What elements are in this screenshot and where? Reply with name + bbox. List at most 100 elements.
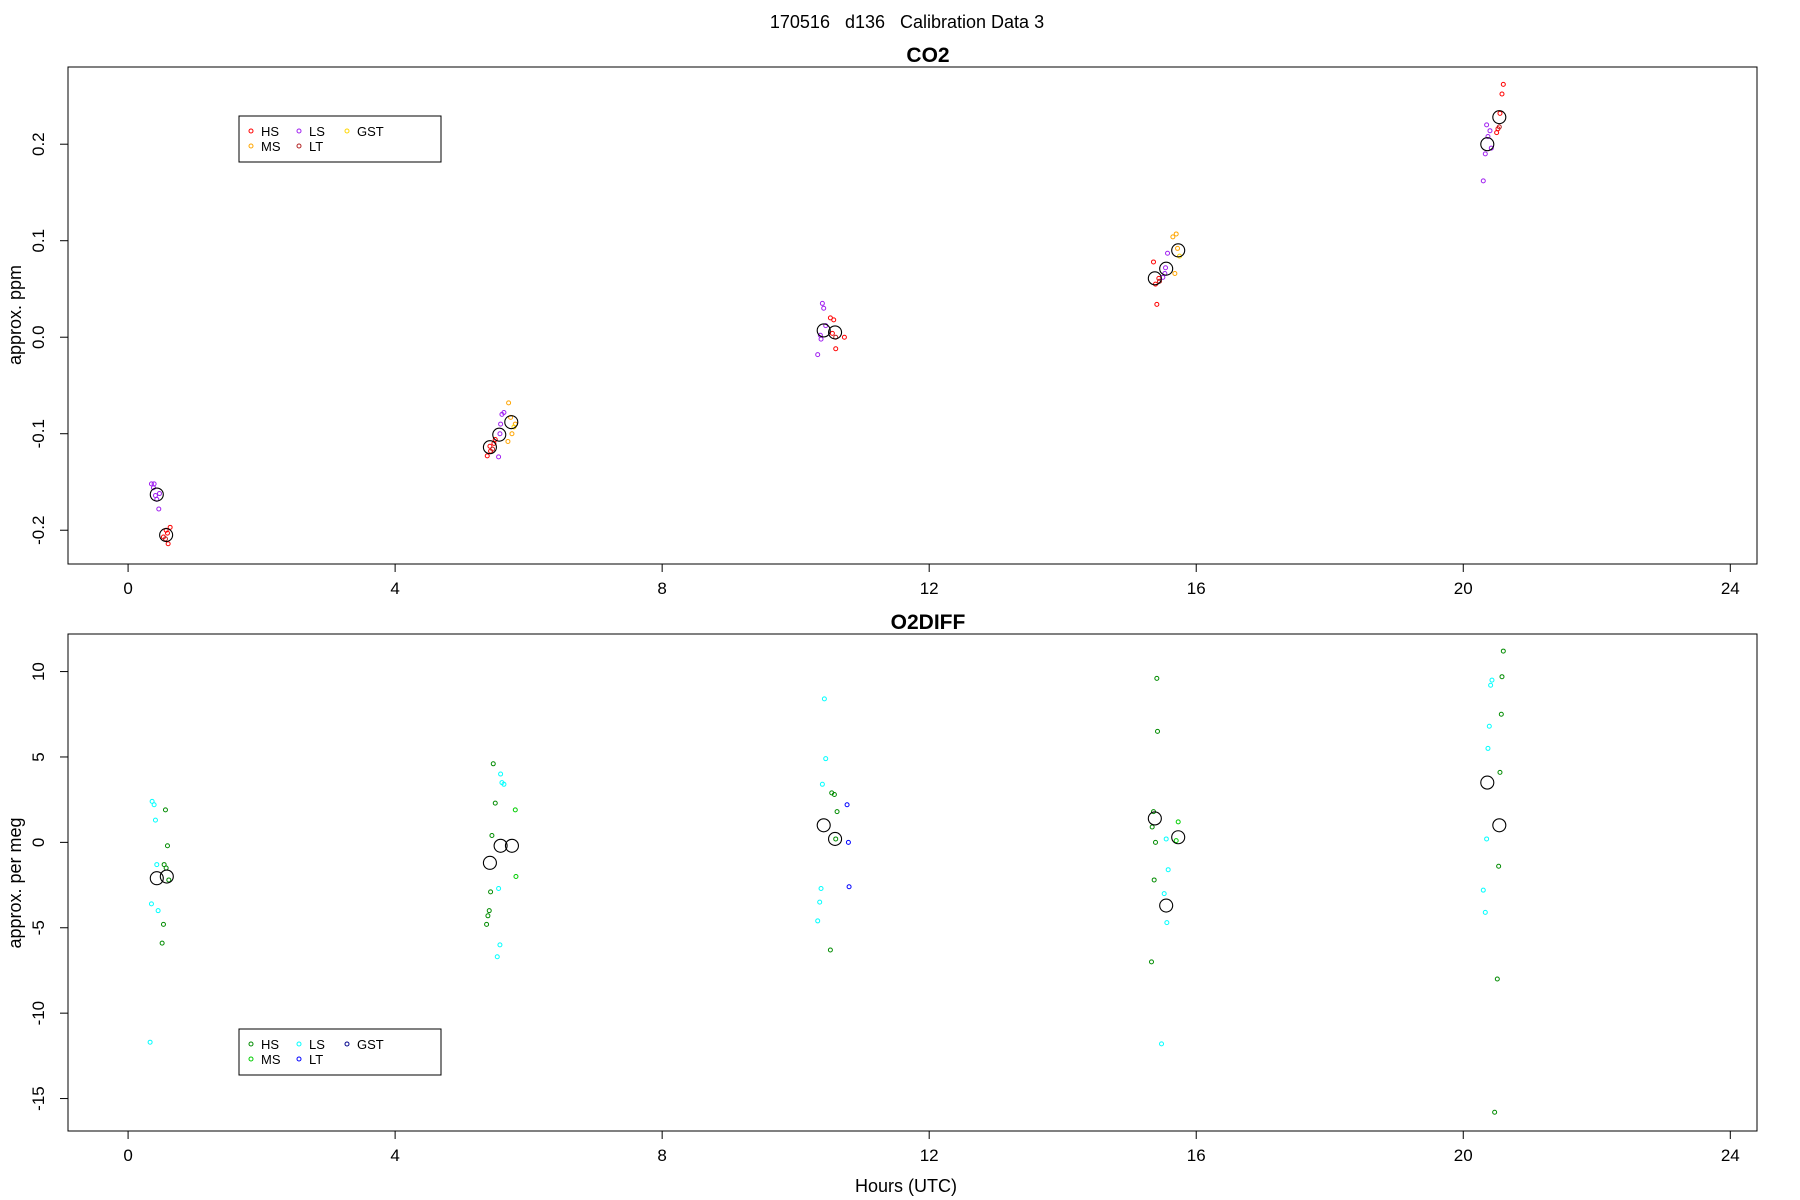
co2-point-lt (162, 536, 168, 542)
co2-y-tick-label: -0.1 (29, 419, 48, 448)
o2diff-legend-label-hs: HS (261, 1037, 279, 1052)
o2diff-legend-marker-gst (344, 1041, 350, 1047)
o2diff-point-ls (1159, 1041, 1165, 1047)
co2-mean-marker (1480, 137, 1495, 152)
co2-point-hs (484, 453, 490, 459)
o2diff-point-hs (827, 947, 833, 953)
co2-mean-marker (1147, 271, 1162, 286)
co2-point-ls (1163, 265, 1169, 271)
co2-point-ls (1485, 133, 1491, 139)
o2diff-point-ls (1489, 677, 1495, 683)
co2-legend-marker-lt (296, 143, 302, 149)
co2-point-ls (497, 431, 503, 437)
co2-y-tick-label: 0.0 (29, 325, 48, 349)
o2diff-point-hs (1497, 769, 1503, 775)
o2diff-point-ls (498, 771, 504, 777)
co2-x-tick-label: 8 (657, 579, 666, 598)
o2diff-point-hs (1500, 648, 1506, 654)
co2-point-hs (831, 317, 837, 323)
o2diff-x-tick-label: 4 (390, 1146, 399, 1165)
o2diff-point-lt (845, 839, 851, 845)
o2diff-point-ls (496, 885, 502, 891)
o2diff-points-layer (147, 648, 1507, 1115)
o2diff-point-ls (1484, 836, 1490, 842)
o2diff-y-tick-label: -10 (29, 1001, 48, 1026)
o2diff-point-hs (160, 921, 166, 927)
o2diff-point-ls (818, 885, 824, 891)
o2diff-point-ls (1480, 887, 1486, 893)
o2diff-y-tick-label: -15 (29, 1086, 48, 1111)
o2diff-point-hs (1492, 1109, 1498, 1115)
o2diff-point-ls (1486, 723, 1492, 729)
co2-point-hs (1494, 130, 1500, 136)
co2-x-tick-label: 16 (1187, 579, 1206, 598)
o2diff-point-ls (155, 908, 161, 914)
co2-point-ls (1482, 151, 1488, 157)
o2diff-point-ls (494, 954, 500, 960)
o2diff-mean-marker (828, 831, 843, 846)
co2-point-ls (156, 491, 162, 497)
co2-point-ls (819, 300, 825, 306)
o2diff-point-hs (1151, 877, 1157, 883)
o2diff-point-ls (1488, 682, 1494, 688)
o2diff-point-hs (492, 800, 498, 806)
co2-mean-marker (492, 427, 507, 442)
co2-point-ls (821, 305, 827, 311)
co2-point-ms (1175, 245, 1181, 251)
o2diff-legend-box (238, 1028, 442, 1076)
o2diff-x-tick-label: 0 (123, 1146, 132, 1165)
o2diff-panel-title: O2DIFF (891, 611, 966, 634)
o2diff-legend-label-ms: MS (261, 1052, 281, 1067)
co2-y-tick-label: -0.2 (29, 516, 48, 545)
o2diff-point-ms (1175, 819, 1181, 825)
co2-point-hs (841, 334, 847, 340)
co2-point-ms (505, 438, 511, 444)
co2-point-ls (152, 492, 158, 498)
o2diff-point-ls (148, 901, 154, 907)
o2diff-y-tick-label: 0 (29, 838, 48, 847)
o2diff-point-ls (1164, 920, 1170, 926)
co2-point-ms (509, 431, 515, 437)
co2-legend-label-ms: MS (261, 139, 281, 154)
co2-mean-marker (1171, 243, 1186, 258)
co2-point-ls (148, 481, 154, 487)
co2-point-ls (501, 409, 507, 415)
co2-point-ls (1487, 128, 1493, 134)
o2diff-legend-label-gst: GST (357, 1037, 384, 1052)
o2diff-point-ls (154, 862, 160, 868)
o2diff-point-hs (163, 865, 169, 871)
o2diff-point-hs (490, 761, 496, 767)
o2diff-point-hs (1494, 976, 1500, 982)
x-axis-label: Hours (UTC) (855, 1176, 957, 1196)
o2diff-mean-marker (1159, 898, 1174, 913)
co2-point-hs (492, 437, 498, 443)
co2-point-hs (487, 443, 493, 449)
o2diff-x-tick-label: 20 (1454, 1146, 1473, 1165)
co2-mean-marker (504, 415, 519, 430)
o2diff-point-ls (817, 899, 823, 905)
o2diff-legend-marker-ls (296, 1041, 302, 1047)
o2diff-mean-marker (482, 855, 497, 870)
o2diff-point-ls (1165, 867, 1171, 873)
co2-legend-label-gst: GST (357, 124, 384, 139)
o2diff-point-hs (1496, 863, 1502, 869)
o2diff-point-hs (162, 807, 168, 813)
co2-x-tick-label: 24 (1721, 579, 1740, 598)
o2diff-mean-marker (816, 818, 831, 833)
o2diff-point-hs (831, 792, 837, 798)
o2diff-y-axis-label: approx. per meg (5, 817, 25, 948)
o2diff-mean-marker (149, 871, 164, 886)
co2-point-ls (1488, 145, 1494, 151)
o2diff-mean-marker (1492, 818, 1507, 833)
o2diff-mean-marker (504, 838, 519, 853)
co2-mean-marker (1492, 110, 1507, 125)
co2-legend-marker-ls (296, 128, 302, 134)
co2-point-hs (1154, 301, 1160, 307)
o2diff-legend-marker-hs (248, 1041, 254, 1047)
co2-point-ms (1170, 234, 1176, 240)
co2-points-layer (148, 81, 1507, 547)
co2-mean-marker (482, 440, 497, 455)
co2-legend-marker-ms (248, 143, 254, 149)
